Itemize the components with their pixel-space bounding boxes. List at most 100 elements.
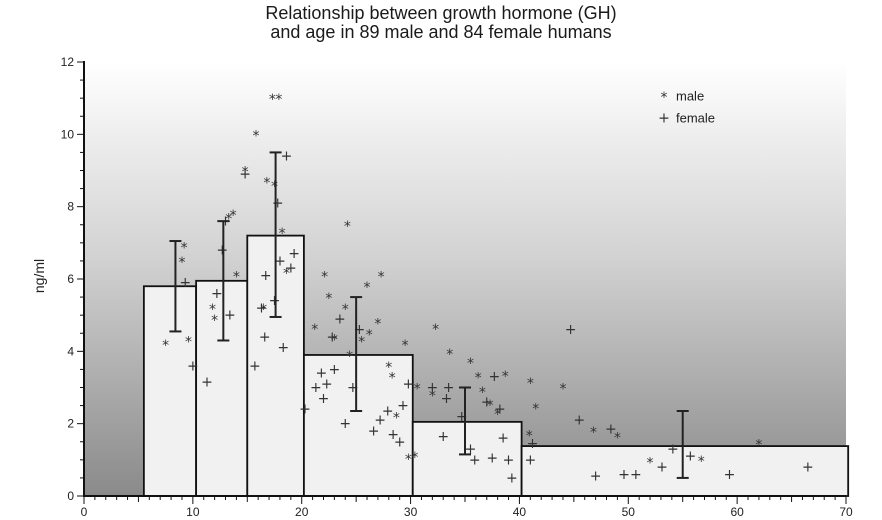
chart-title-line-2: and age in 89 male and 84 female humans <box>270 22 612 42</box>
female-data-point: + <box>618 467 630 483</box>
female-data-point: + <box>201 375 213 391</box>
female-data-point: + <box>281 149 293 165</box>
male-data-point: * <box>233 269 240 285</box>
male-data-point: * <box>283 266 290 282</box>
y-tick-label: 10 <box>61 127 75 141</box>
male-data-point: * <box>402 338 409 354</box>
female-data-point: + <box>269 293 281 309</box>
male-data-point: * <box>181 240 188 256</box>
chart-title-line-1: Relationship between growth hormone (GH) <box>265 3 617 23</box>
x-tick-label: 40 <box>513 505 527 519</box>
y-tick-label: 8 <box>67 200 74 214</box>
male-data-point: * <box>389 371 396 387</box>
male-data-point: * <box>185 334 192 350</box>
female-data-point: + <box>256 300 268 316</box>
male-data-point: * <box>162 338 169 354</box>
male-data-point: * <box>342 302 349 318</box>
male-data-point: * <box>331 333 338 349</box>
x-tick-label: 50 <box>622 505 636 519</box>
male-data-point: * <box>311 322 318 338</box>
male-data-point: * <box>487 398 494 414</box>
female-data-point: + <box>590 469 602 485</box>
female-data-point: + <box>465 441 477 457</box>
female-data-point: + <box>667 441 679 457</box>
male-data-point: * <box>429 389 436 405</box>
male-data-point: * <box>230 208 237 224</box>
female-data-point: + <box>315 366 327 382</box>
male-data-point: * <box>271 179 278 195</box>
male-data-point: * <box>411 450 418 466</box>
female-data-point: + <box>403 376 415 392</box>
female-data-point: + <box>368 423 380 439</box>
male-data-point: * <box>260 302 267 318</box>
male-data-point: * <box>532 401 539 417</box>
male-data-point: * <box>502 369 509 385</box>
male-data-point: * <box>366 327 373 343</box>
female-data-point: + <box>288 246 300 262</box>
female-data-point: + <box>394 434 406 450</box>
male-data-point: * <box>698 454 705 470</box>
y-tick-label: 12 <box>61 55 75 69</box>
male-data-point: * <box>325 291 332 307</box>
male-data-point: * <box>494 407 501 423</box>
female-data-point: + <box>216 243 228 259</box>
x-tick-label: 60 <box>730 505 744 519</box>
male-data-point: * <box>358 334 365 350</box>
x-tick-label: 0 <box>81 505 88 519</box>
male-data-point: * <box>275 92 282 108</box>
x-tick-label: 10 <box>186 505 200 519</box>
male-data-point: * <box>414 382 421 398</box>
female-data-point: + <box>524 452 536 468</box>
female-data-point: + <box>354 322 366 338</box>
female-data-point: + <box>347 380 359 396</box>
male-data-point: * <box>559 382 566 398</box>
female-data-point: + <box>486 451 498 467</box>
female-data-point: + <box>441 391 453 407</box>
male-data-point: * <box>614 430 621 446</box>
female-data-point: + <box>329 362 341 378</box>
female-data-point: + <box>565 322 577 338</box>
female-data-point: + <box>260 268 272 284</box>
male-data-point: * <box>405 452 412 468</box>
female-data-point: + <box>239 167 251 183</box>
female-data-point: + <box>334 311 346 327</box>
female-data-point: + <box>802 460 814 476</box>
legend-female-marker: + <box>658 111 670 127</box>
female-data-point: + <box>656 460 668 476</box>
y-tick-label: 2 <box>67 417 74 431</box>
male-data-point: * <box>263 175 270 191</box>
female-data-point: + <box>382 404 394 420</box>
female-data-point: + <box>274 253 286 269</box>
y-tick-label: 4 <box>67 344 74 358</box>
male-data-point: * <box>346 349 353 365</box>
male-data-point: * <box>393 410 400 426</box>
female-data-point: + <box>443 380 455 396</box>
male-data-point: * <box>279 226 286 242</box>
y-axis-label: ng/ml <box>31 259 47 293</box>
male-data-point: * <box>647 456 654 472</box>
female-data-point: + <box>506 470 518 486</box>
female-data-point: + <box>272 196 284 212</box>
female-data-point: + <box>326 329 338 345</box>
female-data-point: + <box>318 391 330 407</box>
female-data-point: + <box>374 413 386 429</box>
male-data-point: * <box>479 385 486 401</box>
female-data-point: + <box>285 261 297 277</box>
legend-male-label: male <box>676 89 704 104</box>
male-data-point: * <box>590 425 597 441</box>
female-data-point: + <box>630 467 642 483</box>
female-data-point: + <box>481 394 493 410</box>
female-data-point: + <box>605 422 617 438</box>
male-data-point: * <box>344 219 351 235</box>
legend-male-marker: * <box>661 90 668 106</box>
male-data-point: * <box>527 376 534 392</box>
y-tick-label: 6 <box>67 272 74 286</box>
histogram-bar <box>195 279 249 497</box>
x-tick-label: 30 <box>404 505 418 519</box>
female-data-point: + <box>249 358 261 374</box>
female-data-point: + <box>339 416 351 432</box>
male-data-point: * <box>252 128 259 144</box>
female-data-point: + <box>527 436 539 452</box>
female-data-point: + <box>211 286 223 302</box>
